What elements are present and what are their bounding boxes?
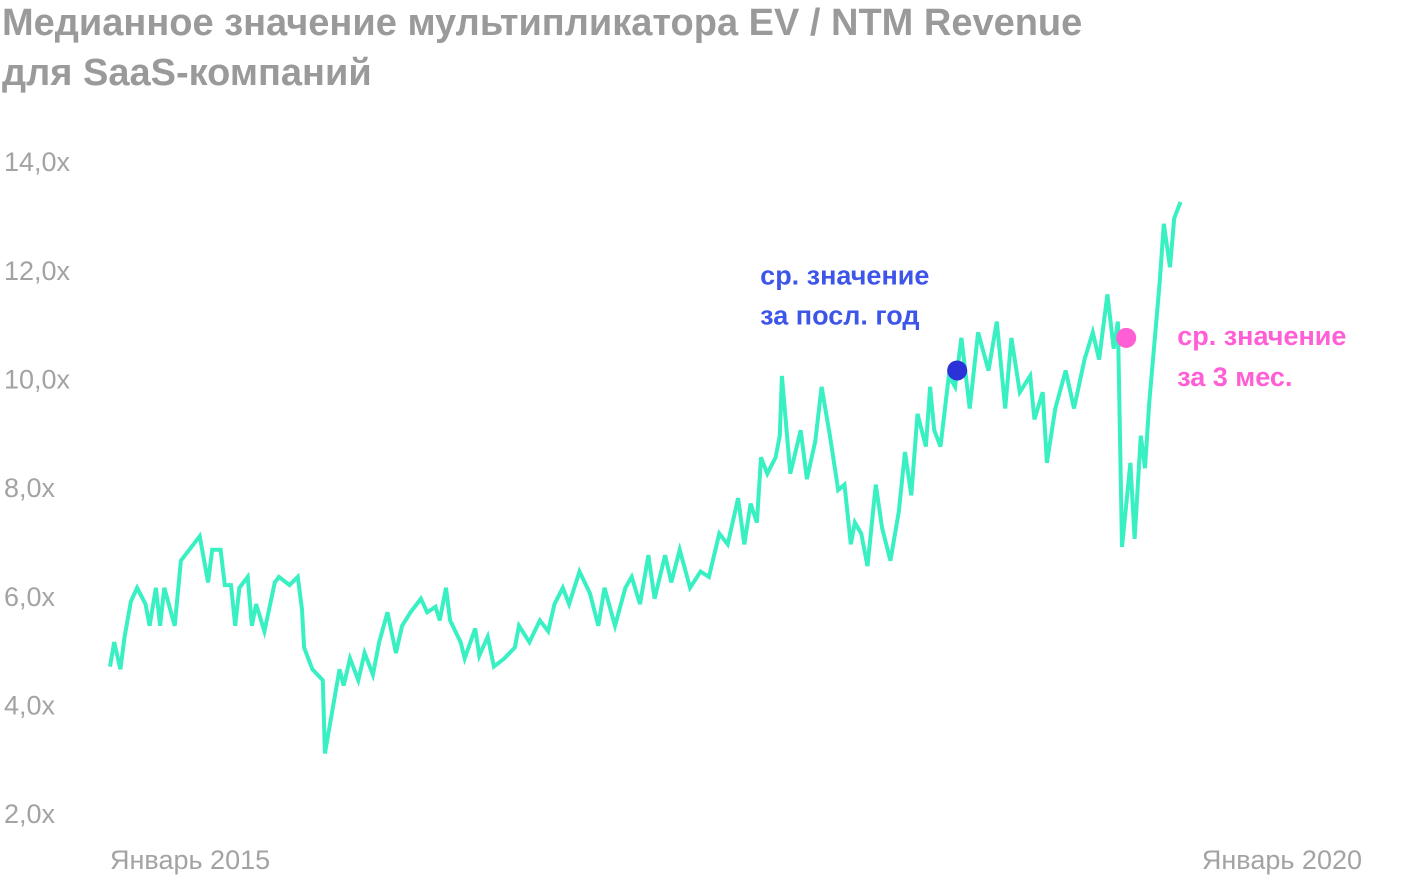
annotation-text: за 3 мес. xyxy=(1177,362,1292,392)
x-tick-label: Январь 2015 xyxy=(110,845,270,875)
annotation-text: ср. значение xyxy=(760,261,929,291)
chart-title: для SaaS-компаний xyxy=(2,52,372,94)
y-tick-label: 8,0x xyxy=(4,473,56,503)
y-tick-label: 14,0x xyxy=(4,147,71,177)
y-tick-label: 6,0x xyxy=(4,582,56,612)
annotation-marker xyxy=(947,360,968,381)
y-tick-label: 2,0x xyxy=(4,799,56,829)
y-tick-label: 10,0x xyxy=(4,364,71,394)
line-series xyxy=(108,201,1183,754)
y-tick-label: 4,0x xyxy=(4,690,56,720)
annotation-text: за посл. год xyxy=(760,301,919,331)
x-tick-label: Январь 2020 xyxy=(1202,845,1362,875)
annotation-text: ср. значение xyxy=(1177,321,1346,351)
y-tick-label: 12,0x xyxy=(4,256,71,286)
chart-title: Медианное значение мультипликатора EV / … xyxy=(2,2,1082,44)
annotation-marker xyxy=(1116,327,1137,348)
